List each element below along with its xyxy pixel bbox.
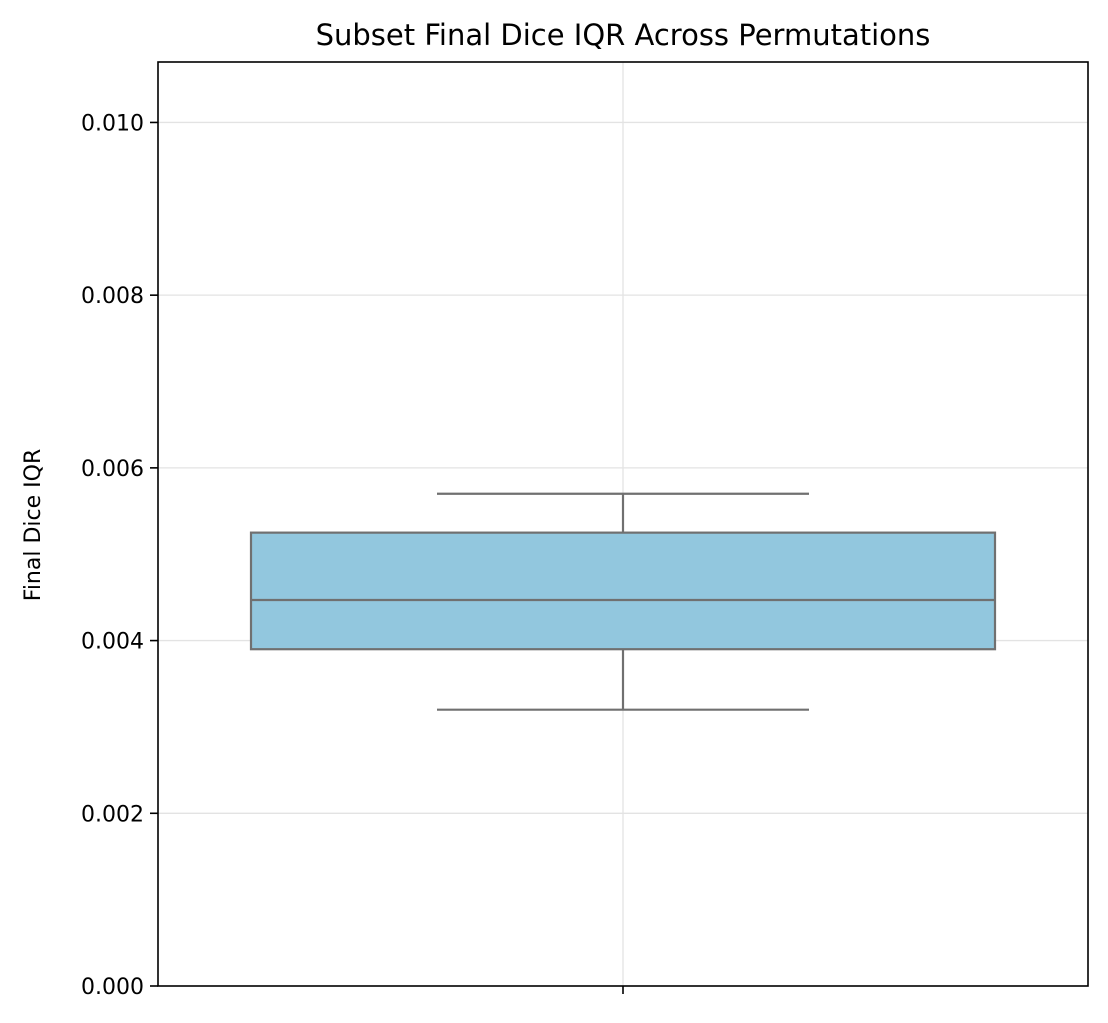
y-tick-label: 0.006 (81, 457, 144, 482)
boxes (249, 492, 997, 711)
plot-frame (157, 61, 1089, 987)
axes: 0.000 0.002 0.004 0.006 0.008 0.010 (81, 61, 1089, 1000)
y-tick-label: 0.004 (81, 630, 144, 655)
iqr-box (249, 531, 997, 651)
y-tick-label: 0.008 (81, 284, 144, 309)
y-tick-label: 0.010 (81, 111, 144, 136)
chart-title: Subset Final Dice IQR Across Permutation… (316, 18, 931, 52)
y-axis-label: Final Dice IQR (21, 449, 46, 601)
y-tick-label: 0.000 (81, 975, 144, 1000)
y-tick-label: 0.002 (81, 802, 144, 827)
